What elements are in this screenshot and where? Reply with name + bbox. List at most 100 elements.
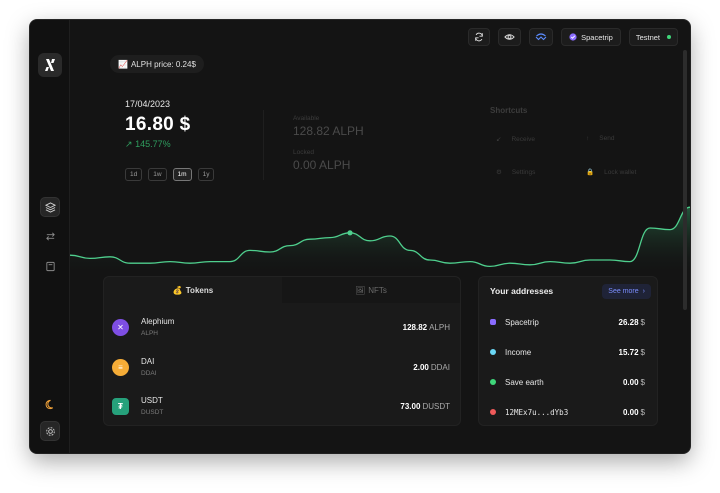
address-amount-value: 0.00 xyxy=(622,377,639,387)
address-amount-value: 26.28 xyxy=(618,317,639,327)
range-1y-button[interactable]: 1y xyxy=(197,168,215,181)
network-selector[interactable]: Testnet xyxy=(628,28,678,46)
token-name: USDT xyxy=(141,396,163,405)
address-row[interactable]: Save earth 0.00 $ xyxy=(490,375,645,389)
refresh-icon xyxy=(475,32,483,42)
alephium-logo-icon: ✕ xyxy=(112,318,129,336)
address-amount-unit: $ xyxy=(640,317,645,327)
sidebar-transfers-button[interactable] xyxy=(40,226,60,246)
address-amount-value: 15.72 xyxy=(618,347,639,357)
trend-up-icon: ↗ xyxy=(125,139,133,149)
theme-toggle-button[interactable] xyxy=(40,394,60,414)
address-amount-value: 0.00 xyxy=(622,407,639,417)
main-scrollbar[interactable] xyxy=(683,50,687,310)
range-1d-button[interactable]: 1d xyxy=(125,168,143,181)
dai-logo-icon: ≡ xyxy=(112,358,129,376)
time-range-selector: 1d 1w 1m 1y xyxy=(125,168,215,181)
token-amount-value: 73.00 xyxy=(400,401,421,411)
address-name: Spacetrip xyxy=(505,317,539,327)
shortcut-lock-button[interactable]: 🔒 Lock wallet xyxy=(586,168,637,177)
arrows-swap-icon xyxy=(45,232,55,240)
see-more-button[interactable]: See more › xyxy=(602,284,651,299)
available-value: 128.82 ALPH xyxy=(293,124,364,138)
tokens-panel: 💰 Tokens 🖼 NFTs ✕ Alephium ALPH 128.82 AL… xyxy=(103,276,461,426)
address-amount-unit: $ xyxy=(640,407,645,417)
shortcut-lock-label: Lock wallet xyxy=(604,168,637,176)
chevron-right-icon: › xyxy=(642,288,645,295)
alephium-logo xyxy=(38,53,62,77)
token-name: Alephium xyxy=(141,317,175,326)
refresh-button[interactable] xyxy=(468,28,491,46)
range-1w-button[interactable]: 1w xyxy=(148,168,167,181)
toggle-visibility-button[interactable] xyxy=(498,28,522,46)
token-name: DAI xyxy=(141,357,155,366)
shortcut-send-label: Send xyxy=(599,135,615,142)
wallet-badge-icon xyxy=(569,33,577,41)
addresses-panel: Your addresses See more › Spacetrip 26.2… xyxy=(478,276,658,426)
address-amount-unit: $ xyxy=(640,347,645,357)
shortcuts-title: Shortcuts xyxy=(490,106,528,115)
token-amount-value: 128.82 xyxy=(402,322,428,332)
balance-change-value: 145.77% xyxy=(135,139,171,149)
tab-nfts-label: NFTs xyxy=(368,285,387,295)
token-amount-value: 2.00 xyxy=(413,362,429,372)
walletconnect-button[interactable] xyxy=(529,28,554,46)
alephium-logo-icon xyxy=(45,59,55,71)
shortcut-receive-button[interactable]: ↙ Receive xyxy=(496,135,535,144)
gear-icon: ⚙ xyxy=(496,169,502,176)
token-amount-unit: DUSDT xyxy=(422,401,450,411)
token-row-alephium[interactable]: ✕ Alephium ALPH 128.82 ALPH xyxy=(112,312,450,342)
token-symbol: DUSDT xyxy=(141,409,164,416)
address-color-dot xyxy=(490,349,496,355)
walletconnect-icon xyxy=(535,33,547,41)
sidebar-addresses-button[interactable] xyxy=(40,256,60,276)
address-color-dot xyxy=(490,319,496,325)
address-row[interactable]: Income 15.72 $ xyxy=(490,345,645,359)
chart-area xyxy=(70,207,690,276)
tab-tokens-label: Tokens xyxy=(185,285,214,295)
balance-history-chart[interactable] xyxy=(70,196,690,276)
token-row-usdt[interactable]: ₮ USDT DUSDT 73.00 DUSDT xyxy=(112,391,450,421)
gear-icon xyxy=(45,426,55,436)
token-amount: 2.00 DDAI xyxy=(413,363,450,372)
tab-nfts[interactable]: 🖼 NFTs xyxy=(282,277,460,303)
range-1m-button[interactable]: 1m xyxy=(172,168,192,181)
shortcut-receive-label: Receive xyxy=(511,135,535,143)
wallet-name: Spacetrip xyxy=(581,32,613,42)
address-amount: 26.28 $ xyxy=(619,318,645,327)
address-row[interactable]: 12MEx7u...dYb3 0.00 $ xyxy=(490,405,645,419)
eye-icon xyxy=(504,34,515,40)
book-icon xyxy=(45,261,55,271)
sidebar-overview-button[interactable] xyxy=(40,197,60,217)
chart-hover-point[interactable] xyxy=(347,230,353,236)
total-balance: 16.80 $ xyxy=(125,114,191,135)
shortcut-send-button[interactable]: ↑ Send xyxy=(586,135,614,142)
address-color-dot xyxy=(490,379,496,385)
alph-price-pill: 📈 ALPH price: 0.24$ xyxy=(110,55,204,73)
token-row-dai[interactable]: ≡ DAI DDAI 2.00 DDAI xyxy=(112,352,450,382)
address-amount: 0.00 $ xyxy=(623,378,645,387)
locked-value: 0.00 ALPH xyxy=(293,158,351,172)
address-name: Save earth xyxy=(505,377,544,387)
arrow-down-left-icon: ↙ xyxy=(496,136,502,143)
app-window: Spacetrip Testnet 📈 ALPH price: 0.24$ 17… xyxy=(30,20,690,453)
shortcut-settings-button[interactable]: ⚙ Settings xyxy=(496,168,536,177)
wallet-selector[interactable]: Spacetrip xyxy=(561,28,621,46)
token-amount: 73.00 DUSDT xyxy=(400,402,450,411)
available-label: Available xyxy=(293,115,320,122)
sidebar-settings-button[interactable] xyxy=(40,421,60,441)
token-amount-unit: ALPH xyxy=(429,322,450,332)
tab-tokens[interactable]: 💰 Tokens xyxy=(104,277,282,303)
address-amount: 15.72 $ xyxy=(619,348,645,357)
address-amount-unit: $ xyxy=(640,377,645,387)
arrow-up-icon: ↑ xyxy=(586,135,590,142)
addresses-title: Your addresses xyxy=(490,286,554,296)
address-row[interactable]: Spacetrip 26.28 $ xyxy=(490,315,645,329)
top-bar: Spacetrip Testnet xyxy=(468,28,678,46)
lock-icon: 🔒 xyxy=(586,169,595,176)
network-label: Testnet xyxy=(635,32,660,42)
balance-change: ↗ 145.77% xyxy=(125,139,171,150)
address-name: 12MEx7u...dYb3 xyxy=(505,407,569,417)
token-amount: 128.82 ALPH xyxy=(403,323,450,332)
shortcut-settings-label: Settings xyxy=(511,168,536,176)
